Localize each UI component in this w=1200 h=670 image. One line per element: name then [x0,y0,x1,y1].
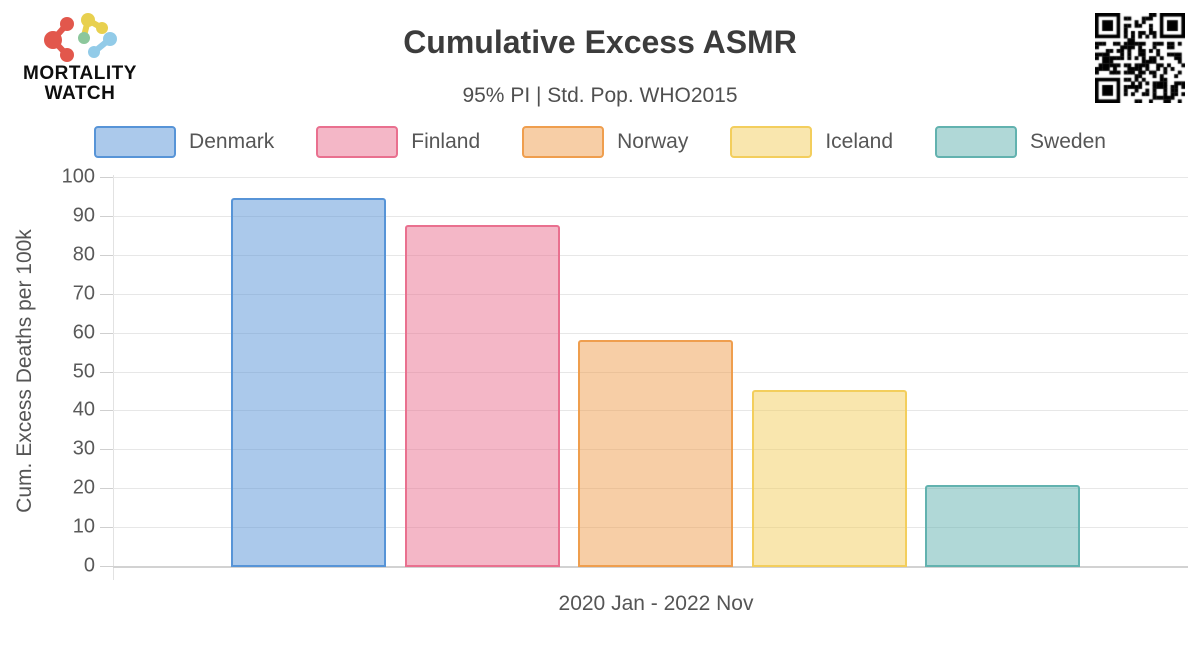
chart-title: Cumulative Excess ASMR [403,24,797,60]
legend-swatch [522,126,605,158]
y-tick-label: 100 [61,165,95,188]
gridline [113,177,1188,178]
y-axis-tick [100,449,113,451]
gridline [113,332,1188,334]
legend-item-finland[interactable]: Finland [316,126,480,158]
legend-item-denmark[interactable]: Denmark [94,126,274,158]
molecule-logo-icon [44,13,117,62]
mortality-watch-logo: MORTALITY WATCH [12,8,148,104]
bar-norway[interactable] [578,340,733,567]
y-tick-label: 40 [72,398,95,421]
bar-iceland[interactable] [751,390,907,567]
y-axis-tick [100,332,113,334]
logo-text-line1: MORTALITY [23,63,137,84]
y-tick-label: 80 [72,243,95,266]
legend-label: Sweden [1030,130,1106,153]
legend-label: Norway [617,130,689,153]
y-axis-tick [100,527,113,529]
gridline [113,215,1188,217]
chart-legend: Denmark Finland Norway Iceland Sweden [0,126,1200,158]
y-axis-tick [100,371,113,373]
gridline [113,254,1188,256]
y-axis-tick [100,177,113,178]
legend-swatch [316,126,399,158]
y-tick-label: 0 [83,554,95,577]
legend-label: Denmark [189,130,275,153]
y-tick-label: 20 [72,476,95,499]
y-axis-tick [100,254,113,256]
bar-sweden[interactable] [925,485,1080,567]
legend-item-sweden[interactable]: Sweden [935,126,1106,158]
logo-text-line2: WATCH [44,83,116,104]
legend-swatch [935,126,1018,158]
y-tick-label: 60 [72,321,95,344]
gridline [113,293,1188,295]
y-tick-label: 10 [72,515,95,538]
legend-item-norway[interactable]: Norway [522,126,688,158]
y-axis-tick [100,566,113,567]
y-axis-tick [100,293,113,295]
y-axis-tick [100,215,113,217]
y-axis-tick [100,410,113,412]
y-tick-label: 30 [72,437,95,460]
y-tick-label: 70 [72,282,95,305]
y-tick-label: 90 [72,204,95,227]
legend-swatch [94,126,177,158]
y-axis-tick [100,488,113,490]
bar-finland[interactable] [404,224,560,567]
qr-code-icon [1095,13,1185,103]
legend-label: Finland [411,130,481,153]
y-axis-line [113,175,114,580]
legend-label: Iceland [825,130,894,153]
legend-swatch [730,126,813,158]
x-axis-baseline [113,566,1188,568]
bar-denmark[interactable] [231,198,386,567]
legend-item-iceland[interactable]: Iceland [730,126,893,158]
x-axis-label: 2020 Jan - 2022 Nov [558,592,754,615]
y-tick-label: 50 [72,360,95,382]
chart-subtitle: 95% PI | Std. Pop. WHO2015 [462,84,738,107]
